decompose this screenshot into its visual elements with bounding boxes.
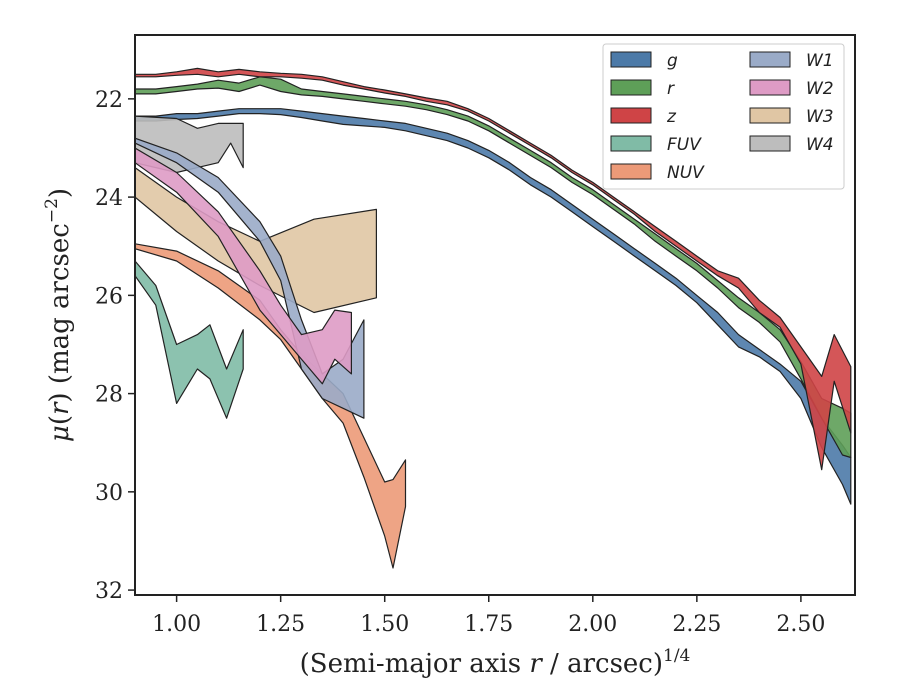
legend-item-w4: W4 bbox=[749, 135, 834, 155]
y-tick-label: 28 bbox=[95, 383, 123, 408]
legend-label: g bbox=[667, 51, 678, 71]
legend-swatch bbox=[610, 163, 652, 180]
x-tick-label: 1.75 bbox=[464, 612, 513, 637]
legend-swatch bbox=[749, 107, 791, 124]
legend-swatch bbox=[610, 135, 652, 152]
legend-swatch bbox=[749, 135, 791, 152]
plot-frame bbox=[134, 34, 856, 596]
x-tick-label: 2.25 bbox=[672, 612, 721, 637]
y-tick-label: 22 bbox=[95, 88, 123, 113]
y-tick-label: 32 bbox=[95, 579, 123, 604]
band-z bbox=[135, 67, 852, 471]
legend-item-w3: W3 bbox=[749, 107, 834, 127]
legend-label: NUV bbox=[667, 163, 705, 183]
y-tick-label: 26 bbox=[95, 284, 123, 309]
legend-swatch bbox=[610, 51, 652, 68]
x-tick-label: 2.00 bbox=[568, 612, 617, 637]
legend-item-fuv: FUV bbox=[610, 135, 702, 155]
x-tick-label: 1.00 bbox=[152, 612, 201, 637]
x-axis: 1.00 1.25 1.50 1.75 2.00 2.25 2.50 bbox=[152, 595, 825, 637]
legend-item-w1: W1 bbox=[749, 51, 834, 71]
x-tick-label: 2.50 bbox=[776, 612, 825, 637]
surface-brightness-bands bbox=[135, 67, 852, 569]
band-g bbox=[135, 108, 852, 505]
legend-item-r: r bbox=[610, 79, 675, 99]
x-tick-label: 1.50 bbox=[360, 612, 409, 637]
band-fuv bbox=[135, 260, 244, 419]
legend-label: W3 bbox=[806, 107, 834, 127]
legend-label: W1 bbox=[806, 51, 834, 71]
y-tick-label: 30 bbox=[95, 481, 123, 506]
legend-item-z: z bbox=[610, 107, 677, 127]
legend-label: r bbox=[667, 79, 675, 99]
legend-swatch bbox=[610, 79, 652, 96]
legend-item-nuv: NUV bbox=[610, 163, 705, 183]
y-axis-label: μ(r) (mag arcsec−2) bbox=[42, 188, 75, 442]
x-tick-label: 1.25 bbox=[256, 612, 305, 637]
legend-swatch bbox=[749, 51, 791, 68]
legend-label: FUV bbox=[667, 135, 702, 155]
y-tick-label: 24 bbox=[95, 186, 123, 211]
legend-label: W4 bbox=[806, 135, 834, 155]
legend-label: W2 bbox=[806, 79, 834, 99]
x-axis-label: (Semi-major axis r / arcsec)1/4 bbox=[300, 646, 691, 679]
legend-item-w2: W2 bbox=[749, 79, 834, 99]
legend-item-g: g bbox=[610, 51, 678, 71]
band-w2 bbox=[135, 147, 352, 385]
legend-swatch bbox=[610, 107, 652, 124]
legend-swatch bbox=[749, 79, 791, 96]
legend: grz FUV NUV W1 W2 W3 W4 bbox=[602, 43, 845, 190]
band-r bbox=[135, 76, 852, 459]
legend-label: z bbox=[666, 107, 677, 127]
y-axis: 22 24 26 28 30 32 bbox=[95, 88, 135, 604]
